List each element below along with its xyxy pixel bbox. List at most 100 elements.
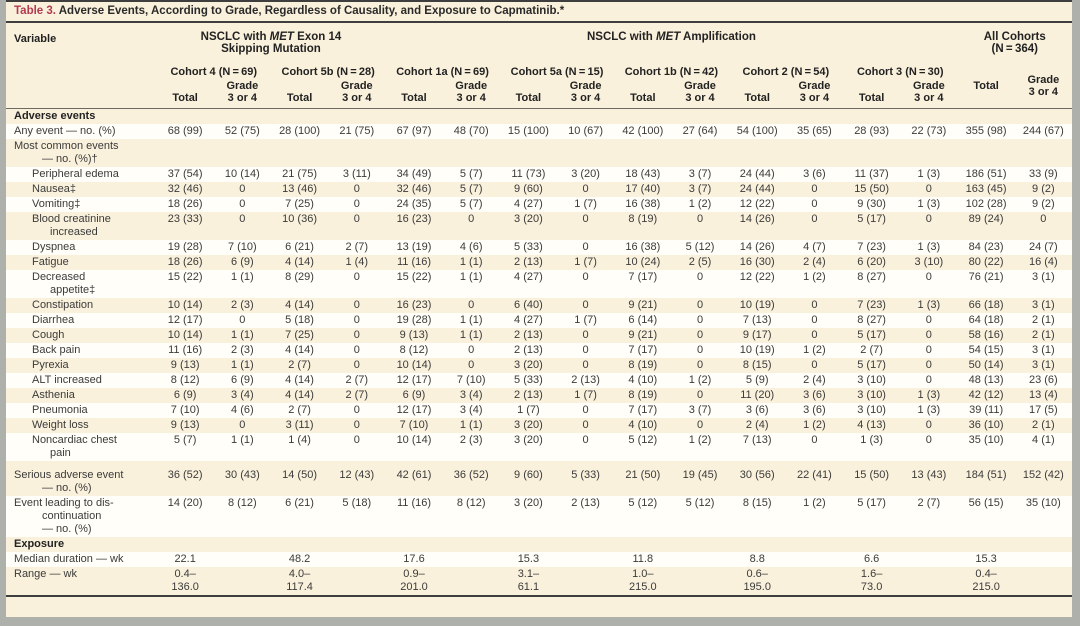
table-cell [1015,109,1072,125]
table-cell: 2 (13) [571,497,600,509]
table-cell: 0 [811,314,818,326]
table-cell: 6.6 [863,553,880,565]
table-cell: 10 (19) [739,344,775,356]
grade-subheader: Grade 3 or 4 [569,80,602,104]
table-cell [671,552,728,567]
table-cell: 15.3 [517,553,540,565]
table-cell: 42 (61) [396,469,432,481]
table-cell: 1 (2) [803,271,826,283]
table-cell: 0 [239,419,246,431]
table-row: Pneumonia 7 (10) 4 (6) 2 (7) 0 12 (17) 3 (4) 1 … [6,403,1072,418]
grade-subheader: Grade 3 or 4 [455,80,488,104]
table-cell: 17.6 [403,553,425,565]
group-header-amplification: NSCLC with MET Amplification [385,23,957,56]
table-cell: 35 (10) [968,434,1004,446]
table-cell: 32 (46) [396,183,432,195]
table-cell: 4 (14) [285,374,314,386]
table-cell [614,139,671,167]
table-cell: 5 (7) [173,434,197,446]
table-cell [214,537,271,552]
table-cell: 9 (21) [628,299,658,311]
table-cell: 5 (17) [857,497,886,509]
table-cell: 16 (38) [625,241,661,253]
row-label: Vomiting‡ [32,198,81,210]
table-cell: 3 (6) [803,389,826,401]
table-cell: 2 (1) [1032,314,1055,326]
table-cell: 0 [925,344,932,356]
table-cell: 1 (2) [688,198,712,210]
table-cell: 0 [353,213,360,225]
table-cell [729,139,786,167]
table-cell: 7 (10) [399,419,429,431]
table-cell: 4 (14) [285,299,314,311]
table-cell: 9 (13) [170,359,200,371]
table-cell: 7 (23) [857,241,886,253]
table-cell: 48.2 [288,553,311,565]
table-cell: 0 [811,198,818,210]
cohort-header: Cohort 3 (N = 30) [856,66,944,78]
table-cell: 5 (33) [514,374,543,386]
table-cell: 18 (26) [167,198,203,210]
table-cell: 9 (60) [514,469,543,481]
table-cell: 4 (6) [459,241,483,253]
table-cell: 22.1 [174,553,196,565]
total-subheader: Total [172,92,198,104]
table-cell: 30 (56) [739,469,775,481]
table-cell: 22 (41) [796,469,832,481]
table-cell: 10 (14) [396,434,432,446]
table-cell: 6 (20) [857,256,886,268]
table-cell [614,537,671,552]
table-cell: 27 (64) [682,125,718,137]
table-cell: 16 (4) [1028,256,1058,268]
group-header-exon14: NSCLC with MET Exon 14 Skipping Mutation [157,23,386,56]
total-subheader: Total [286,92,313,104]
table-row: Vomiting‡ 18 (26) 0 7 (25) 0 24 (35) 5 (7) 4 (2… [6,197,1072,212]
table-cell: 0 [696,299,704,311]
table-cell: 2 (7) [288,359,311,371]
table-row: ALT increased 8 (12) 6 (9) 4 (14) 2 (7) 12 (1… [6,373,1072,388]
table-cell: 11 (16) [396,497,432,509]
table-cell: 0 [468,213,475,225]
table-cell: 0 [811,359,818,371]
table-cell: 4 (14) [285,256,314,268]
row-label: Range — wk [14,568,77,580]
table-cell: 3 (20) [514,213,543,225]
table-cell: 1 (3) [917,241,941,253]
header-subcol-row: Total Grade 3 or 4 Total Grade 3 or 4 Total G… [6,79,1072,109]
table-cell: 2 (13) [514,256,543,268]
table-cell: 24 (7) [1028,241,1058,253]
table-row: Event leading to dis- continuation — no.… [6,496,1072,537]
table-cell: 12 (22) [739,198,775,210]
table-cell [443,109,500,125]
all-grade-header: Grade 3 or 4 [1027,73,1060,98]
table-cell: 19 (28) [396,314,432,326]
table-cell: 13 (46) [282,183,317,195]
table-cell: 1 (2) [803,419,826,431]
table-cell [385,537,442,552]
total-subheader: Total [858,92,885,104]
table-cell [157,139,214,167]
row-label: Pneumonia [32,404,88,416]
table-cell: 0 [811,213,818,225]
table-cell: 8 (19) [628,213,658,225]
table-cell: 3 (1) [1032,299,1055,311]
table-cell: 0.9– 201.0 [400,568,428,593]
table-cell: 6 (14) [628,314,658,326]
table-row: Nausea‡ 32 (46) 0 13 (46) 0 32 (46) 5 (7) 9 (60… [6,182,1072,197]
table-cell [557,552,614,567]
row-label: Noncardiac chest pain [32,434,117,459]
table-cell: 2 (13) [514,344,543,356]
table-cell: 7 (13) [742,434,772,446]
table-cell: 4 (7) [803,241,826,253]
table-cell: 6 (9) [231,256,254,268]
table-cell: 5 (9) [745,374,769,386]
table-cell: 0 [582,213,589,225]
table-cell: 7 (13) [742,314,772,326]
table-cell: 152 (42) [1022,469,1064,481]
table-cell: 7 (17) [628,344,658,356]
table-cell [214,552,271,567]
table-cell: 0 [582,183,589,195]
table-cell: 7 (25) [285,329,314,341]
table-cell: 0 [582,419,589,431]
table-cell [900,552,957,567]
